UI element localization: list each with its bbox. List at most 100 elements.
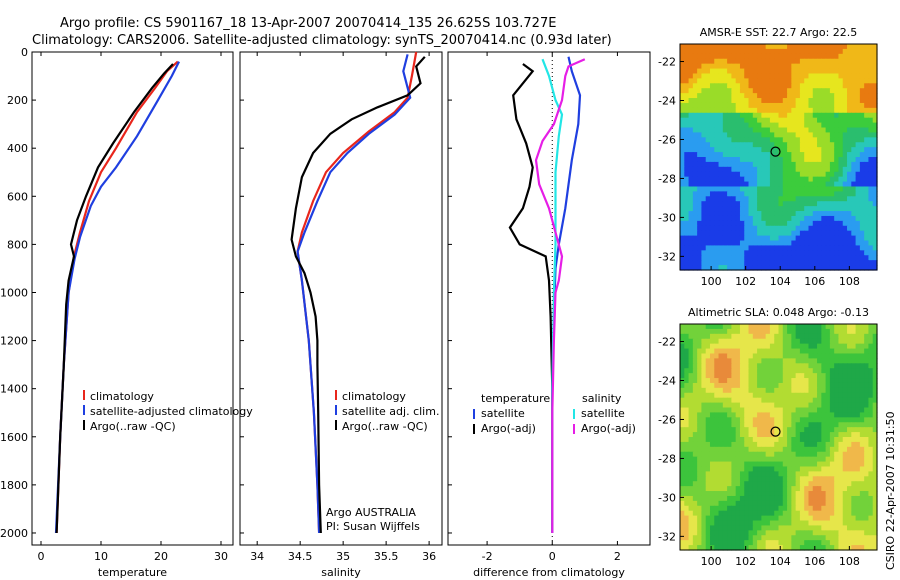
heatmap-cell <box>782 63 788 70</box>
heatmap-cell <box>791 117 797 124</box>
heatmap-cell <box>757 186 762 192</box>
heatmap-cell <box>761 540 767 546</box>
heatmap-cell <box>735 378 741 384</box>
heatmap-cell <box>817 152 822 158</box>
heatmap-cell <box>821 127 827 134</box>
heatmap-cell <box>752 152 758 158</box>
heatmap-cell <box>739 505 745 512</box>
heatmap-cell <box>872 117 878 124</box>
heatmap-cell <box>718 432 724 438</box>
heatmap-cell <box>731 343 737 350</box>
heatmap-cell <box>765 481 771 487</box>
heatmap-cell <box>829 368 835 374</box>
heatmap-cell <box>718 476 724 482</box>
heatmap-cell <box>804 44 810 50</box>
heatmap-cell <box>680 176 685 183</box>
heatmap-cell <box>855 427 861 433</box>
heatmap-cell <box>731 456 737 463</box>
heatmap-cell <box>804 422 810 428</box>
heatmap-cell <box>684 422 690 428</box>
heatmap-cell <box>688 240 694 247</box>
heatmap-cell <box>795 265 801 271</box>
heatmap-cell <box>709 250 715 256</box>
heatmap-cell <box>872 466 878 472</box>
heatmap-cell <box>735 147 741 153</box>
heatmap-cell <box>859 412 865 418</box>
heatmap-cell <box>864 392 870 399</box>
heatmap-cell <box>868 171 874 178</box>
heatmap-cell <box>838 358 844 364</box>
heatmap-cell <box>872 510 878 517</box>
heatmap-cell <box>808 353 814 359</box>
heatmap-cell <box>812 446 818 453</box>
heatmap-cell <box>714 432 720 438</box>
heatmap-cell <box>761 112 767 119</box>
heatmap-cell <box>842 58 848 65</box>
heatmap-cell <box>765 186 771 192</box>
heatmap-cell <box>735 152 741 158</box>
heatmap-cell <box>812 196 818 202</box>
heatmap-cell <box>718 368 724 374</box>
heatmap-cell <box>872 545 878 551</box>
heatmap-cell <box>774 181 780 188</box>
heatmap-cell <box>791 191 797 197</box>
heatmap-cell <box>804 157 810 163</box>
heatmap-cell <box>804 265 810 271</box>
heatmap-cell <box>825 73 831 79</box>
heatmap-cell <box>701 132 707 138</box>
heatmap-cell <box>757 235 762 242</box>
heatmap-cell <box>795 333 801 340</box>
heatmap-cell <box>748 437 754 443</box>
heatmap-cell <box>787 93 792 99</box>
heatmap-cell <box>838 486 844 492</box>
y-tick-label: -30 <box>658 211 676 224</box>
heatmap-cell <box>838 397 844 404</box>
heatmap-cell <box>739 78 745 84</box>
heatmap-cell <box>692 407 698 414</box>
heatmap-cell <box>834 152 840 158</box>
heatmap-cell <box>778 73 784 79</box>
heatmap-cell <box>769 392 775 399</box>
heatmap-cell <box>851 520 857 527</box>
heatmap-cell <box>761 378 767 384</box>
heatmap-cell <box>680 245 685 251</box>
heatmap-cell <box>739 387 745 394</box>
heatmap-cell <box>714 530 720 536</box>
heatmap-cell <box>714 73 720 79</box>
heatmap-cell <box>804 240 810 247</box>
heatmap-cell <box>829 211 835 217</box>
heatmap-cell <box>739 545 745 551</box>
heatmap-cell <box>680 181 685 188</box>
heatmap-cell <box>735 535 741 541</box>
heatmap-cell <box>778 122 784 129</box>
heatmap-cell <box>859 358 865 364</box>
heatmap-cell <box>847 157 852 163</box>
heatmap-cell <box>787 265 792 271</box>
heatmap-cell <box>847 461 852 468</box>
heatmap-cell <box>709 44 715 50</box>
heatmap-cell <box>727 58 732 65</box>
heatmap-cell <box>864 83 870 89</box>
heatmap-cell <box>757 461 762 468</box>
heatmap-cell <box>769 88 775 94</box>
heatmap-cell <box>859 432 865 438</box>
heatmap-cell <box>769 466 775 472</box>
heatmap-cell <box>718 161 724 168</box>
heatmap-cell <box>752 500 758 507</box>
heatmap-cell <box>787 255 792 261</box>
heatmap-cell <box>821 441 827 448</box>
heatmap-cell <box>847 225 852 232</box>
heatmap-cell <box>680 476 685 482</box>
heatmap-cell <box>804 48 810 55</box>
heatmap-cell <box>787 412 792 418</box>
heatmap-cell <box>859 68 865 75</box>
heatmap-cell <box>791 48 797 55</box>
heatmap-cell <box>817 230 822 237</box>
heatmap-cell <box>787 456 792 463</box>
heatmap-cell <box>731 417 737 423</box>
heatmap-cell <box>864 333 870 340</box>
heatmap-cell <box>791 157 797 163</box>
heatmap-cell <box>851 137 857 143</box>
heatmap-cell <box>864 328 870 335</box>
heatmap-cell <box>817 196 822 202</box>
